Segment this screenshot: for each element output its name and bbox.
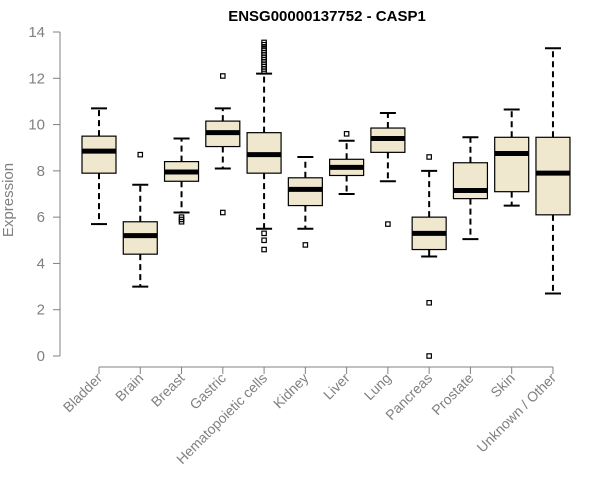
outlier-point [220,73,226,79]
y-tick-label: 0 [37,348,45,365]
box-lung [370,112,406,227]
y-axis-label: Expression [0,163,17,237]
box-liver [329,131,365,195]
y-tick-label: 10 [28,117,45,134]
outlier-point [261,237,267,244]
iqr-box [81,135,117,174]
box-unknown-other [535,47,571,295]
outlier-point [343,131,350,137]
iqr-box [535,136,571,216]
outlier-point [426,299,432,306]
x-tick-label: Breast [148,370,188,410]
chart-title: ENSG00000137752 - CASP1 [228,8,426,25]
y-axis: 0 2 4 6 8 10 12 14 [28,24,61,365]
outlier-point [137,151,144,158]
y-tick-label: 14 [28,24,45,41]
iqr-box [452,162,489,200]
y-tick-label: 2 [37,302,45,319]
y-tick-label: 6 [37,209,45,226]
outlier-point [261,246,267,253]
x-tick-label: Bladder [60,370,106,416]
outlier-point [220,209,226,216]
x-tick-label: Brain [112,370,146,404]
iqr-box [494,136,530,193]
x-tick-label: Lung [361,370,394,403]
x-tick-label: Liver [320,370,353,403]
box-bladder [81,107,117,226]
box-prostate [452,136,489,241]
outlier-point [261,230,267,237]
x-tick-label: Prostate [428,370,476,418]
x-tick-label: Skin [487,370,518,401]
box-brain [122,151,158,288]
box-breast [163,137,200,225]
box-hematopoietic-cells [246,39,282,253]
outlier-point [385,221,391,227]
boxes-group [81,39,571,359]
outlier-point [426,154,432,160]
y-tick-label: 4 [37,255,45,272]
box-skin [494,108,530,207]
x-tick-label: Kidney [270,370,312,412]
box-kidney [287,155,323,248]
outlier-point [261,45,267,52]
outlier-point [261,39,267,46]
outlier-point [178,218,185,225]
outlier-point [302,242,309,248]
y-tick-label: 12 [28,70,45,87]
box-pancreas [411,154,447,359]
box-gastric [205,73,241,216]
y-tick-label: 8 [37,163,45,180]
outlier-point [426,353,432,359]
